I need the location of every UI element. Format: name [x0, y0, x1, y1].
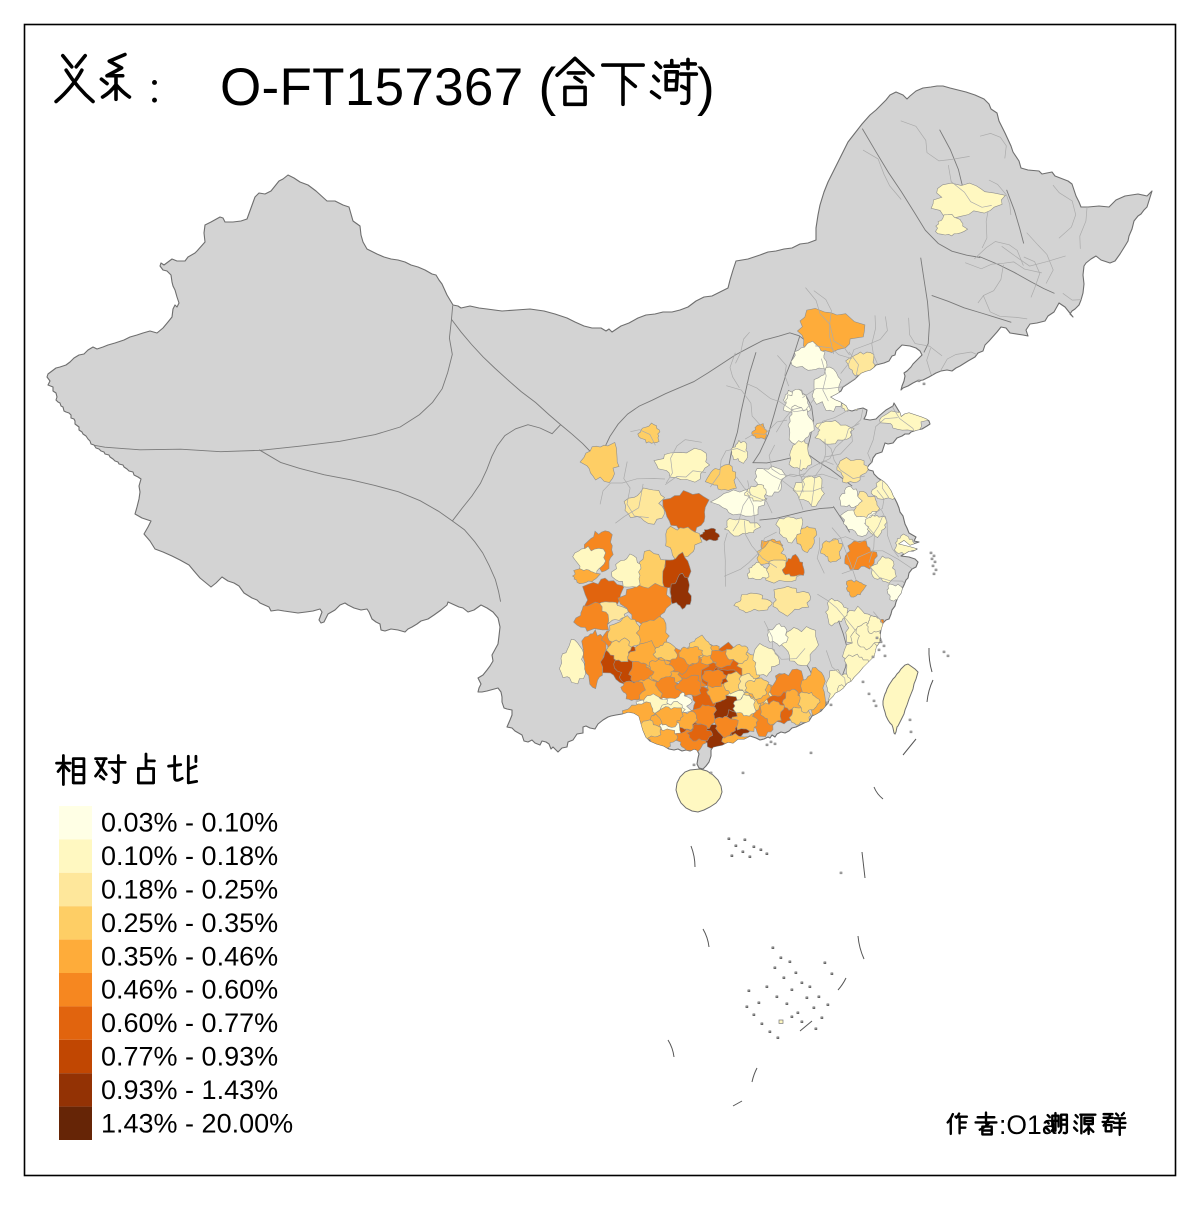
svg-text:0.18% - 0.25%: 0.18% - 0.25% [101, 875, 278, 905]
svg-text:0.35% - 0.46%: 0.35% - 0.46% [101, 941, 278, 971]
svg-text:1.43% - 20.00%: 1.43% - 20.00% [101, 1108, 293, 1138]
svg-text:0.93% - 1.43%: 0.93% - 1.43% [101, 1075, 278, 1105]
svg-text:): ) [697, 58, 715, 117]
svg-text:0.10% - 0.18%: 0.10% - 0.18% [101, 841, 278, 871]
svg-text:0.03% - 0.10%: 0.03% - 0.10% [101, 808, 278, 838]
svg-text:0.60% - 0.77%: 0.60% - 0.77% [101, 1008, 278, 1038]
svg-text:0.25% - 0.35%: 0.25% - 0.35% [101, 908, 278, 938]
svg-text:O-FT157367 (: O-FT157367 ( [220, 58, 557, 117]
svg-text:0.77% - 0.93%: 0.77% - 0.93% [101, 1042, 278, 1072]
svg-text:0.46% - 0.60%: 0.46% - 0.60% [101, 975, 278, 1005]
